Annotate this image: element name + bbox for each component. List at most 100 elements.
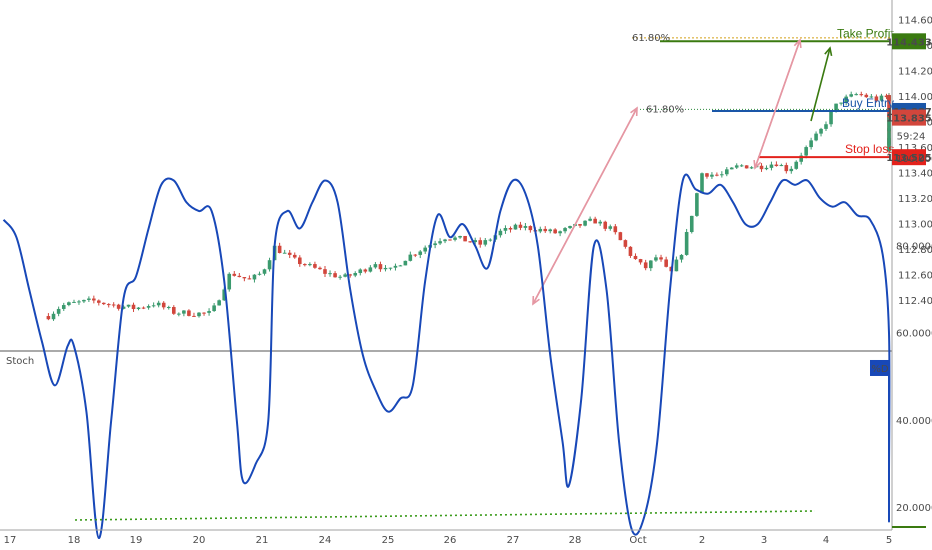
candle-body [187,310,191,316]
time-tick-label: 27 [507,535,520,546]
stoch-tick-label: 100.0000 [896,154,932,165]
candle-body [97,300,101,303]
candle-body [252,274,257,280]
time-tick-label: Oct [629,535,646,546]
candle-body [217,300,221,306]
candle-body [769,164,774,168]
candle-body [654,257,658,261]
price-axis: 114.600114.400114.200114.000113.800113.6… [886,16,932,308]
candle-body [679,254,684,260]
candle-body [558,231,562,234]
stoch-legend-label: %D [871,364,889,375]
candle-body [282,252,287,254]
candle-body [583,220,587,226]
candle-body [528,226,533,231]
candle-body [684,232,689,255]
candle-body [277,245,282,254]
candle-body [423,247,427,252]
impulse-arrow-reverse-head [532,295,540,306]
candle-body [298,257,302,265]
candle-body [553,229,557,234]
candle-body [111,304,116,306]
candle-body [563,228,567,232]
candle-body [729,167,734,170]
fib-retrace-label: 61.80% [646,104,684,115]
candle-body [136,307,141,310]
candle-body [438,241,442,244]
candle-body [358,269,363,274]
target-arrow-head [824,46,833,57]
candle-body [578,224,582,226]
candle-body [308,264,312,266]
candle-body [287,252,292,255]
candle-body [323,269,327,274]
candle-body [659,257,663,260]
candle-body [353,273,358,276]
candle-body [398,265,403,267]
candle-body [725,169,729,175]
candle-body [854,94,859,96]
candle-body [518,224,523,228]
candle-body [232,273,237,276]
candle-body [538,228,543,232]
candle-body [784,165,789,172]
price-tick-label: 114.200 [898,67,932,78]
stoch-d-line [2,173,891,540]
candle-body [864,94,869,98]
take-profit-price-box: 114.433 [886,33,932,50]
candle-body [794,161,799,169]
candle-body [383,267,388,270]
candle-body [859,94,864,96]
time-tick-label: 25 [382,535,395,546]
time-tick-label: 28 [569,535,582,546]
candle-body [61,305,66,309]
candle-body [468,241,472,243]
candle-body [789,168,794,172]
candle-body [720,174,724,176]
stoch-title: Stoch [6,356,34,367]
candle-body [498,230,503,236]
candle-body [774,164,779,167]
candle-body [664,259,668,267]
candle-body [101,302,106,305]
candle-body [197,312,201,317]
candle-body [177,313,181,315]
candle-body [568,226,572,229]
candle-body [56,308,61,314]
candle-body [458,235,462,238]
countdown-text: 59:24 [897,132,926,143]
stoch-tick-label: 80.0000 [896,241,932,252]
candle-body [393,265,398,268]
time-tick-label: 21 [256,535,269,546]
target-arrow [810,46,833,122]
candle-body [503,228,508,231]
projection-arrow-reverse-head [753,159,762,170]
candle-body [887,115,891,117]
take-profit-price-box-bg [892,33,926,50]
candle-body [408,254,413,261]
candle-body [804,147,808,156]
candle-body [628,246,633,256]
price-pane-background [0,0,892,350]
current-price-box-bg [892,109,926,126]
candle-body [51,313,56,320]
candle-body [887,126,891,132]
candle-body [887,146,891,152]
candle-body [82,299,86,302]
candle-body [715,174,719,176]
candle-body [267,260,272,270]
candle-body [363,269,368,272]
candle-body [292,254,297,258]
candle-body [809,140,813,148]
candle-body [887,120,891,127]
candle-body [508,228,513,230]
candle-body [131,304,136,310]
candle-body [779,165,784,167]
candle-body [403,260,408,266]
candle-body [87,298,91,300]
candle-body [257,273,262,275]
candle-body [483,240,488,245]
take-profit-price-box-text: 114.433 [886,37,932,48]
candle-body [633,255,638,260]
candle-body [413,254,418,256]
